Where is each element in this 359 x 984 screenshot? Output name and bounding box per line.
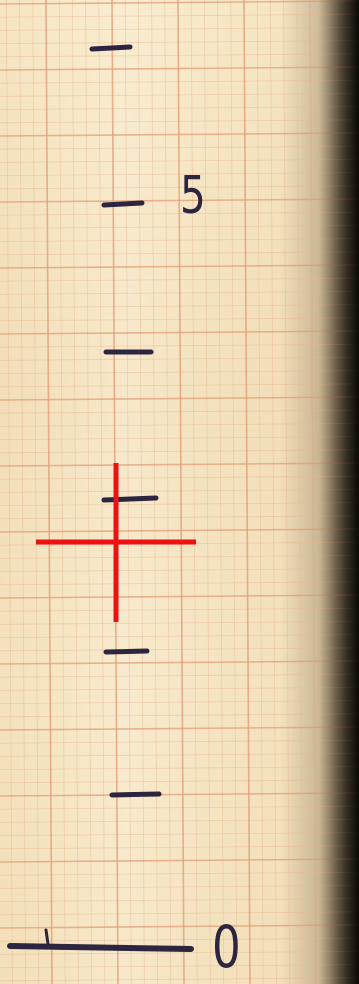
grid-line-vertical: [98, 0, 106, 984]
grid-line-horizontal: [0, 739, 359, 744]
grid-line-horizontal: [0, 647, 359, 652]
grid-line-horizontal: [0, 634, 359, 638]
grid-line-horizontal-major: [0, 792, 359, 797]
crosshair-icon: [36, 463, 196, 622]
strip-shadow-edge: [319, 0, 359, 984]
grid-line-horizontal: [0, 436, 359, 440]
tick-mark: [103, 648, 150, 655]
grid-line-vertical: [230, 0, 238, 984]
grid-line-horizontal: [0, 515, 359, 520]
grid-line-horizontal: [0, 964, 359, 968]
grid-line-horizontal: [0, 621, 359, 625]
grid-line-horizontal-major: [0, 660, 359, 665]
grid-line-vertical: [204, 0, 211, 984]
grid-line-vertical: [270, 0, 277, 984]
grid-line-horizontal-major: [0, 594, 359, 599]
grid-line-horizontal: [0, 885, 359, 889]
grid-line-vertical: [164, 0, 172, 984]
grid-line-vertical: [283, 0, 290, 984]
grid-line-horizontal-major: [0, 198, 359, 203]
grid-line-horizontal-major: [0, 528, 359, 533]
grid-line-vertical-major: [309, 0, 317, 984]
tick-mark: [109, 791, 162, 798]
grid-line-horizontal: [0, 555, 359, 559]
tick-mark: [89, 44, 133, 52]
grid-line-horizontal: [0, 581, 359, 586]
grid-line-horizontal: [0, 93, 359, 97]
grid-line-horizontal: [0, 489, 359, 493]
grid-line-horizontal: [0, 687, 359, 691]
grid-line-vertical: [124, 0, 132, 984]
grid-line-horizontal: [0, 27, 359, 31]
grid-line-horizontal: [0, 673, 359, 678]
grid-line-horizontal: [0, 53, 359, 58]
grid-line-horizontal: [0, 449, 359, 454]
grid-line-horizontal: [0, 13, 359, 18]
grid-line-horizontal: [0, 819, 359, 823]
baseline-stub: [44, 928, 50, 946]
grid-line-vertical-major: [177, 0, 185, 984]
grid-line-horizontal-major: [0, 858, 359, 863]
grid-line-horizontal: [0, 383, 359, 388]
scale-label-zero: 0: [212, 913, 241, 981]
grid-line-vertical: [217, 0, 224, 984]
grid-line-horizontal-major: [0, 330, 359, 335]
grid-line-horizontal: [0, 423, 359, 427]
tick-mark: [101, 495, 159, 503]
grid-line-horizontal: [0, 607, 359, 612]
grid-line-vertical: [296, 0, 304, 984]
grid-line-horizontal: [0, 911, 359, 916]
grid-line-horizontal-major: [0, 264, 359, 269]
tick-mark: [101, 200, 145, 208]
grid-line-horizontal: [0, 79, 359, 84]
grid-line-horizontal-major: [0, 462, 359, 467]
grid-line-horizontal: [0, 977, 359, 982]
grid-line-horizontal: [0, 937, 359, 942]
grid-line-vertical-major: [45, 0, 53, 984]
grid-line-horizontal: [0, 898, 359, 902]
grid-line-horizontal: [0, 832, 359, 836]
grid-line-vertical-major: [243, 0, 251, 984]
grid-line-horizontal: [0, 871, 359, 876]
grid-line-horizontal: [0, 502, 359, 506]
grid-line-horizontal: [0, 805, 359, 810]
grid-line-vertical: [190, 0, 198, 984]
grid-line-horizontal: [0, 475, 359, 480]
grid-line-horizontal: [0, 951, 359, 955]
grid-line-horizontal: [0, 106, 359, 110]
grid-line-vertical: [138, 0, 145, 984]
grid-line-horizontal: [0, 753, 359, 757]
grid-line-horizontal: [0, 409, 359, 414]
grid-line-horizontal: [0, 779, 359, 784]
grid-line-horizontal: [0, 40, 359, 44]
grid-line-horizontal-major: [0, 924, 359, 929]
grid-line-horizontal: [0, 700, 359, 704]
grid-line-horizontal-major: [0, 396, 359, 401]
ruler-tick-marks: [7, 44, 194, 952]
grid-line-horizontal: [0, 568, 359, 572]
grid-line-horizontal-major: [0, 726, 359, 731]
baseline-mark: [7, 943, 194, 952]
grid-line-horizontal-major: [0, 0, 359, 5]
grid-line-horizontal: [0, 845, 359, 850]
grid-line-horizontal: [0, 713, 359, 718]
scale-label-five: 5: [180, 166, 206, 226]
grid-line-vertical: [256, 0, 264, 984]
grid-line-horizontal: [0, 766, 359, 770]
grid-line-horizontal-major: [0, 66, 359, 71]
grid-line-horizontal-major: [0, 132, 359, 137]
grid-line-vertical: [151, 0, 158, 984]
